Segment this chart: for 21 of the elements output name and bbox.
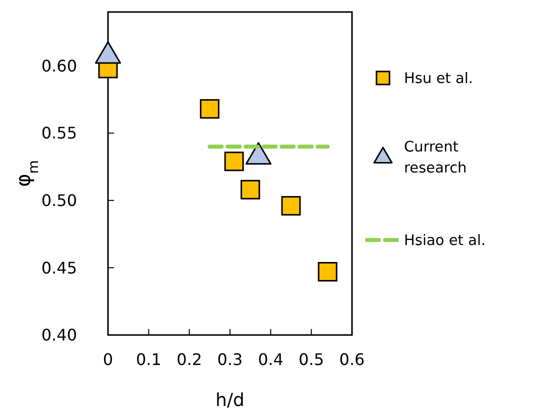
point [240,180,260,200]
point [281,196,301,216]
x-tick-label: 0.4 [258,350,284,369]
x-tick-label: 0.5 [298,350,324,369]
x-tick-label: 0.6 [339,350,365,369]
y-tick-label: 0.45 [41,258,77,278]
y-tick-label: 0.50 [41,191,77,210]
x-tick-label: 0 [102,350,114,369]
x-tick-label: 0.2 [176,350,202,369]
x-tick-label: 0.3 [217,350,243,369]
y-tick-label: 0.60 [41,56,77,76]
point [318,262,338,282]
point [200,99,220,119]
legend-label: Hsu et al. [404,71,473,88]
x-tick-label: 0.1 [136,350,162,369]
legend-label: Hsiao et al. [404,233,486,250]
y-tick-label: 0.40 [41,326,77,345]
x-axis-title: h/d [216,390,244,411]
legend-label: Current research [404,140,467,177]
y-tick-label: 0.55 [41,124,77,143]
point [224,152,244,172]
